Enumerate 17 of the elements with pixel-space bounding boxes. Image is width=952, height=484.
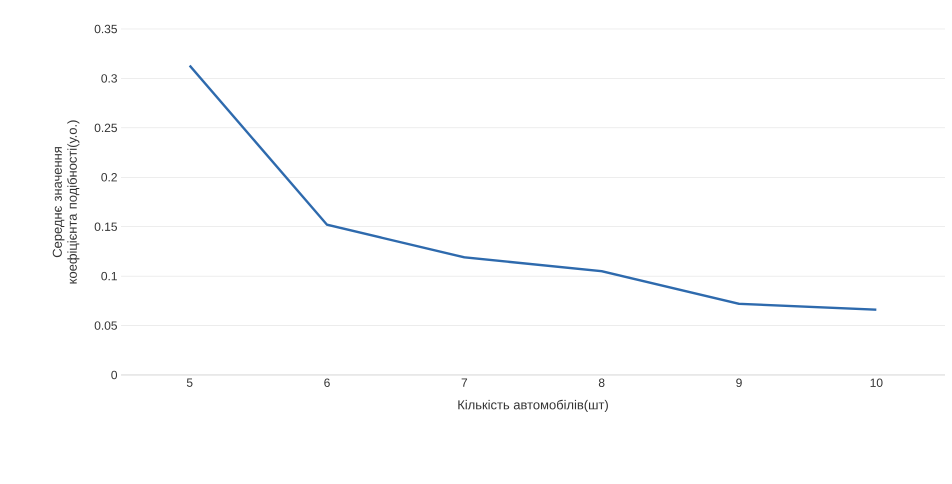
x-tick-label: 10 <box>870 378 883 387</box>
y-tick-label: 0 <box>111 370 118 380</box>
y-tick-label: 0.05 <box>94 321 117 330</box>
y-tick-label: 0.15 <box>94 222 117 231</box>
x-axis-title: Кількість автомобілів(шт) <box>458 400 608 412</box>
y-tick-label: 0.35 <box>94 24 117 34</box>
y-tick-label: 0.1 <box>101 272 117 280</box>
y-tick-label: 0.3 <box>101 74 117 83</box>
y-tick-label: 0.25 <box>94 124 117 132</box>
x-tick-label: 8 <box>598 378 604 387</box>
x-tick-label: 9 <box>736 378 742 387</box>
x-tick-label: 5 <box>186 378 192 387</box>
x-tick-label: 7 <box>462 378 468 387</box>
line-series <box>188 64 878 311</box>
x-tick-label: 6 <box>324 378 330 387</box>
y-axis-title: Середнє значення коефіцієнта подібності(у.о.) <box>52 120 80 284</box>
y-tick-label: 0.2 <box>101 173 117 182</box>
